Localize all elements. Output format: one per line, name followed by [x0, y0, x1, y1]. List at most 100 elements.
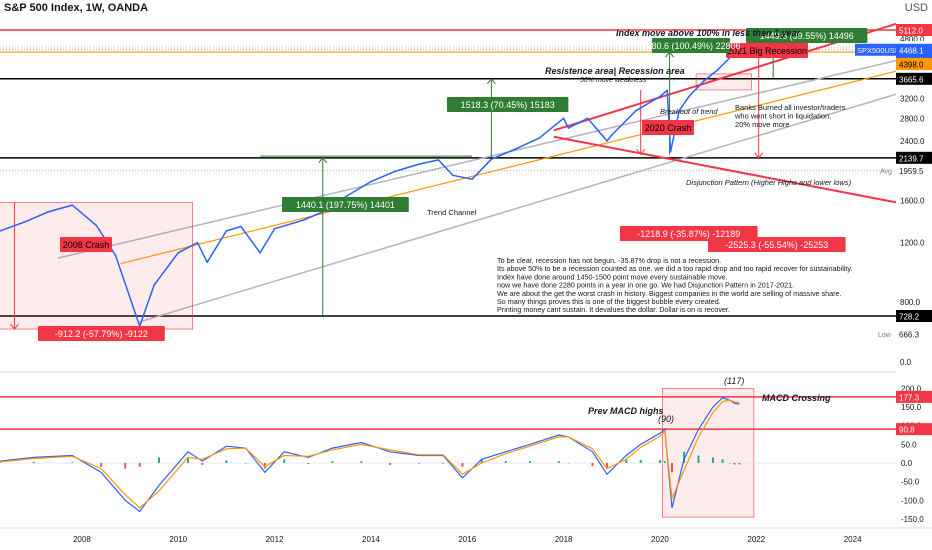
label-2008-crash-bg: [60, 237, 112, 252]
price-point: [490, 158, 493, 160]
price-point: [567, 127, 570, 129]
time-tick: 2016: [458, 535, 476, 544]
annotations-layer: 2008 Crash 2020 Crash 2021 Big Recession -9…: [38, 28, 868, 424]
macd-histogram-bar: [442, 463, 445, 464]
macd-histogram-bar: [663, 461, 666, 463]
measure-label-7: -2525.3 (-55.54%) -25253: [725, 240, 828, 250]
macd-histogram-bar: [186, 457, 189, 463]
price-tick: 1200.0: [900, 239, 925, 248]
macd-histogram-bar: [733, 463, 736, 465]
macd-histogram-bar: [0, 462, 1, 463]
macd-histogram-bar: [738, 463, 741, 465]
price-tick: 2800.0: [900, 114, 925, 123]
price-tick: 4800.0: [900, 35, 925, 44]
price-point: [177, 252, 180, 254]
chart-title: S&P 500 Index, 1W, OANDA: [4, 2, 149, 14]
price-point: [302, 219, 305, 221]
price-point: [394, 170, 396, 173]
time-tick: 2008: [73, 535, 91, 544]
axis-label-orange-bg: [896, 58, 932, 71]
price-point: [114, 254, 117, 257]
macd-histogram-bar: [71, 462, 74, 463]
measure-label-4: 2280.6 (100.49%) 22806: [641, 41, 740, 51]
macd-tick: 150.0: [901, 403, 922, 412]
macd-histogram-bar: [658, 460, 661, 463]
low-tag: Low: [878, 332, 892, 339]
breakout-label: Breakout of trend: [660, 107, 718, 116]
price-point: [635, 109, 637, 112]
macd-panel-layer: [0, 388, 896, 518]
label-2021-recession: 2021 Big Recession: [727, 46, 807, 56]
price-line: [0, 46, 740, 327]
banks-note-line: Banks Burned all investor/traders: [735, 103, 846, 112]
price-point: [273, 227, 276, 230]
price-point: [610, 134, 613, 136]
macd-histogram-bar: [461, 463, 464, 467]
macd-histogram-bar: [244, 463, 247, 464]
macd-histogram-bar: [504, 461, 507, 463]
macd-histogram-bar: [124, 463, 127, 469]
measure-label-5: 1449.6 (39.55%) 14496: [760, 31, 854, 41]
price-tick: 3200.0: [900, 95, 925, 104]
price-point: [538, 137, 541, 139]
price-point: [586, 117, 589, 120]
price-point: [153, 284, 155, 286]
macd-histogram-bar: [721, 459, 724, 463]
macd-line: [0, 397, 740, 513]
macd-axis-upper-bg: [896, 390, 932, 403]
move-weakness-label: 50% move weakness: [580, 77, 647, 84]
time-tick: 2018: [555, 535, 573, 544]
measure-arrow-2008-head: [10, 323, 19, 330]
measure-arrow-covid-head: [636, 149, 646, 156]
axis-label-orange: 4398.0: [899, 61, 924, 70]
price-tick: 1600.0: [900, 196, 925, 205]
macd-histogram-bar: [263, 463, 266, 469]
macd-histogram-bar: [697, 455, 700, 463]
price-tick: 800.0: [900, 298, 921, 307]
price-point: [0, 230, 1, 232]
macd-histogram-bar: [591, 463, 594, 466]
macd-histogram-bar: [480, 459, 483, 463]
price-point: [514, 148, 517, 150]
measure-label-3-bg: [447, 97, 569, 112]
axis-label-low-bg: [896, 328, 932, 341]
macd-tick: -50.0: [901, 478, 920, 487]
axis-label-last-bg: [896, 43, 932, 56]
macd-highlight-box: [662, 388, 755, 518]
macd-histogram-bar: [418, 463, 421, 464]
price-point: [669, 150, 672, 153]
macd-axis-lower: 90.8: [899, 426, 915, 435]
time-tick: 2024: [844, 535, 862, 544]
note-paragraph-line: To be clear, recession has not begun. -3…: [497, 256, 721, 265]
macd-histogram-bar: [225, 460, 228, 463]
note-paragraph-line: Its above 50% to be a recession counted …: [497, 264, 852, 273]
price-point: [47, 211, 49, 213]
channel-lower: [139, 93, 897, 323]
measure-label-1: -912.2 (-57.79%) -9122: [55, 329, 148, 339]
measure-label-6: -1218.9 (-35.87%) -12189: [637, 229, 740, 239]
macd-histogram-bar: [711, 457, 714, 463]
signal-line: [0, 399, 740, 509]
price-point: [240, 225, 242, 228]
measure-label-5-bg: [746, 28, 868, 43]
price-point: [23, 221, 25, 223]
crash-2008-box: [0, 202, 193, 330]
note-paragraph-line: Index have done around 1450-1500 point m…: [497, 272, 728, 281]
price-point: [702, 80, 705, 83]
price-point: [659, 95, 661, 98]
axis-label-top: 5112.0: [899, 27, 923, 36]
time-tick: 2012: [266, 535, 284, 544]
macd-90-label: (90): [658, 414, 674, 424]
macd-histogram-bar: [283, 459, 286, 463]
measure-label-2-bg: [282, 197, 409, 212]
macd-histogram-bar: [683, 451, 686, 463]
price-point: [370, 180, 372, 183]
measure-arrow-recession-head: [754, 152, 764, 159]
label-2021-recession-bg: [726, 43, 808, 58]
measure-label-7-bg: [708, 237, 846, 252]
banks-note-line: 20% move more: [735, 120, 790, 129]
macd-histogram-bar: [557, 461, 560, 463]
channel-upper: [57, 59, 897, 259]
